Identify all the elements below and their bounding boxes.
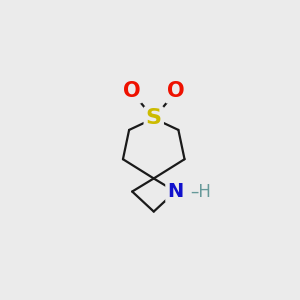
Text: O: O xyxy=(167,81,185,101)
Text: N: N xyxy=(167,182,183,201)
Text: –H: –H xyxy=(191,182,212,200)
Text: S: S xyxy=(146,108,162,128)
Text: O: O xyxy=(123,81,140,101)
